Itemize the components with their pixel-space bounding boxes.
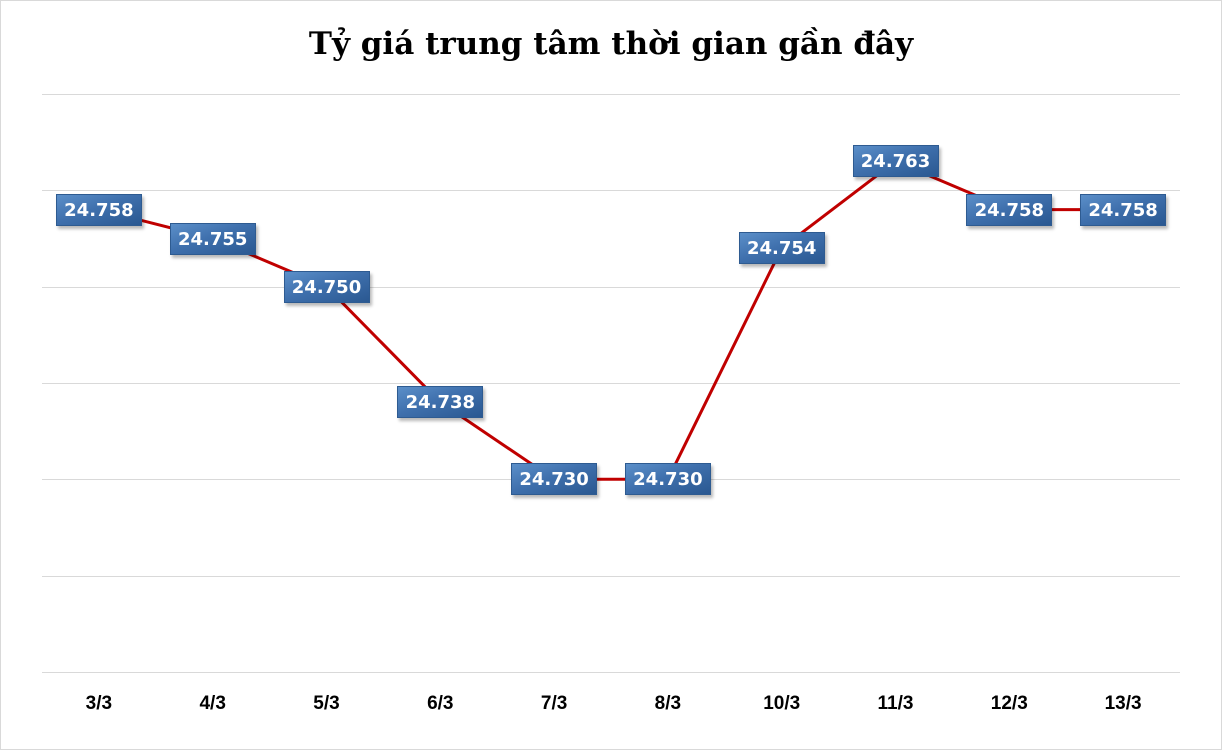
- x-axis-label: 8/3: [654, 693, 682, 714]
- x-axis-label: 6/3: [427, 693, 454, 714]
- data-label: 24.754: [738, 232, 825, 265]
- data-label: 24.730: [511, 463, 598, 496]
- x-axis-label: 12/3: [990, 693, 1028, 714]
- data-label: 24.758: [1080, 193, 1167, 226]
- data-label: 24.758: [55, 193, 142, 226]
- gridlines: [42, 94, 1180, 673]
- x-axis-label: 11/3: [877, 693, 914, 714]
- chart-title: Tỷ giá trung tâm thời gian gần đây: [308, 26, 914, 62]
- x-axis-label: 3/3: [85, 693, 113, 714]
- data-label: 24.755: [169, 222, 256, 255]
- data-label: 24.750: [283, 270, 370, 303]
- x-axis-label: 7/3: [540, 693, 568, 714]
- x-axis-label: 13/3: [1104, 693, 1142, 714]
- data-label: 24.758: [966, 193, 1053, 226]
- x-axis-label: 4/3: [199, 693, 226, 714]
- series-line: [98, 159, 1124, 481]
- data-label: 24.738: [397, 386, 484, 419]
- x-axis-label: 5/3: [313, 693, 340, 714]
- x-axis-label: 10/3: [763, 693, 801, 714]
- data-label: 24.730: [624, 463, 711, 496]
- data-label: 24.763: [852, 145, 939, 178]
